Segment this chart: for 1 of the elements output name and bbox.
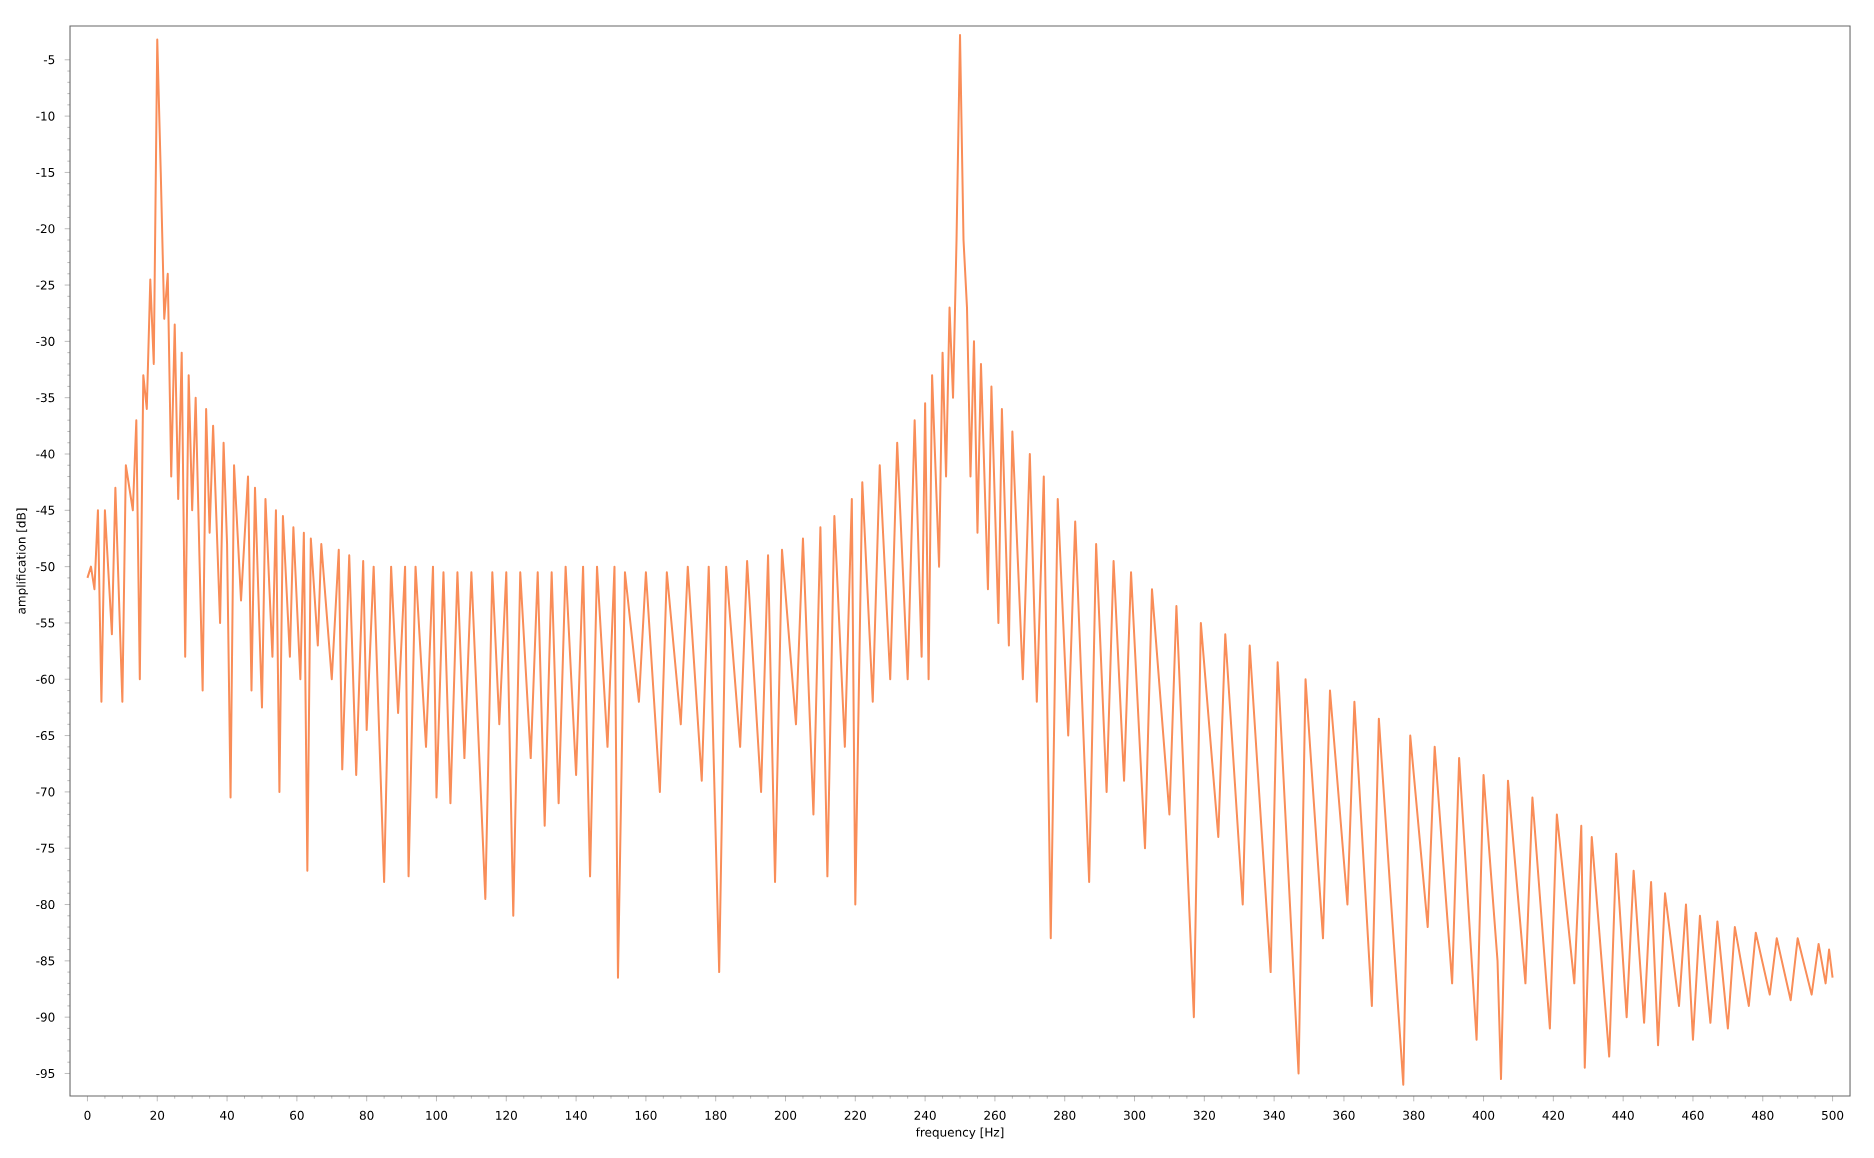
line-series — [86, 34, 1834, 1086]
